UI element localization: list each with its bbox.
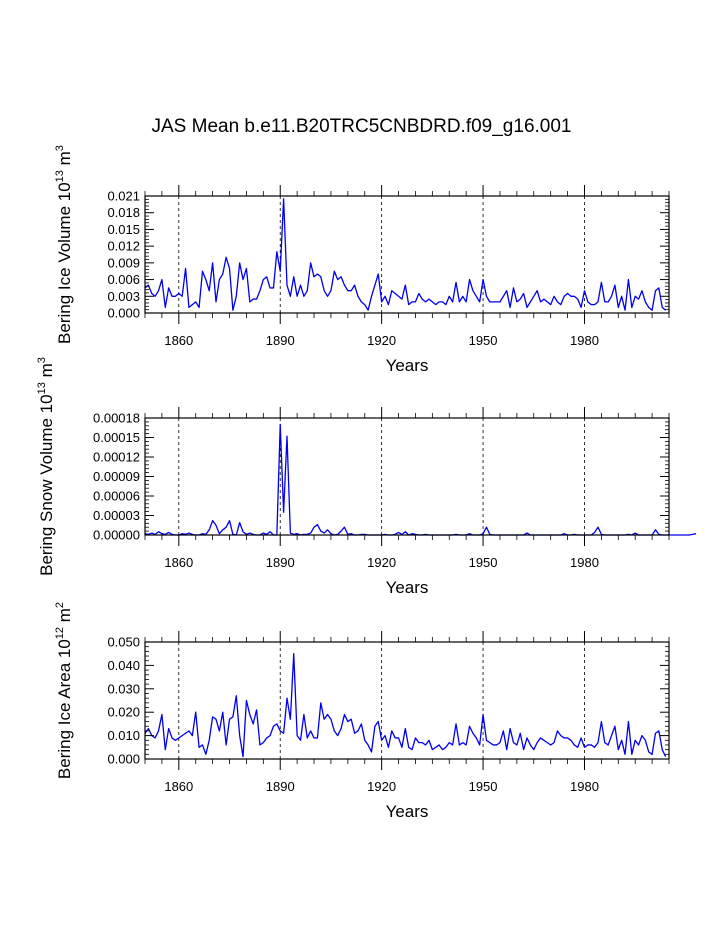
snow-volume-panel: 1860 1890 1920 1950 1980 0.00000 0.00003 0.0000… bbox=[36, 357, 697, 597]
x-tick-label: 1920 bbox=[367, 555, 396, 570]
x-tick-label: 1980 bbox=[570, 333, 599, 348]
y-tick-label: 0.00009 bbox=[93, 469, 140, 484]
snow-volume-series-line bbox=[144, 423, 697, 536]
x-tick-label: 1950 bbox=[469, 333, 498, 348]
x-axis-title: Years bbox=[386, 356, 429, 375]
y-tick-label: 0.00018 bbox=[93, 411, 140, 426]
x-axis-title: Years bbox=[386, 578, 429, 597]
snow-volume-plot-frame bbox=[144, 417, 670, 536]
y-tick-label: 0.000 bbox=[107, 306, 140, 321]
y-tick-label: 0.040 bbox=[107, 658, 140, 673]
y-tick-label: 0.00000 bbox=[93, 528, 140, 543]
x-tick-label: 1980 bbox=[570, 779, 599, 794]
x-tick-label: 1920 bbox=[367, 779, 396, 794]
x-tick-label: 1860 bbox=[164, 779, 193, 794]
x-tick-label: 1920 bbox=[367, 333, 396, 348]
y-tick-label: 0.00003 bbox=[93, 508, 140, 523]
ice-area-panel: 1860 1890 1920 1950 1980 0.000 0.010 0.020 0.030… bbox=[54, 602, 670, 821]
x-tick-label: 1950 bbox=[469, 779, 498, 794]
y-axis-title: Bering Ice Volume 1013 m3 bbox=[54, 145, 74, 344]
y-tick-label: 0.00015 bbox=[93, 430, 140, 445]
y-axis-title: Bering Snow Volume 1013 m3 bbox=[36, 357, 56, 576]
y-tick-label: 0.009 bbox=[107, 255, 140, 270]
ice-volume-plot-frame bbox=[144, 195, 670, 314]
ice-area-series-line bbox=[144, 653, 667, 758]
y-tick-label: 0.003 bbox=[107, 289, 140, 304]
x-tick-label: 1860 bbox=[164, 555, 193, 570]
y-axis-title: Bering Ice Area 1012 m2 bbox=[54, 602, 74, 779]
y-tick-label: 0.000 bbox=[107, 752, 140, 767]
y-tick-label: 0.010 bbox=[107, 728, 140, 743]
y-tick-label: 0.015 bbox=[107, 222, 140, 237]
ice-area-plot-frame bbox=[144, 641, 670, 760]
ice-volume-series-line bbox=[144, 198, 667, 311]
x-axis-title: Years bbox=[386, 802, 429, 821]
x-tick-label: 1980 bbox=[570, 555, 599, 570]
y-tick-label: 0.006 bbox=[107, 272, 140, 287]
y-tick-label: 0.00006 bbox=[93, 489, 140, 504]
page-title: JAS Mean b.e11.B20TRC5CNBDRD.f09_g16.001 bbox=[151, 116, 572, 137]
y-tick-label: 0.050 bbox=[107, 635, 140, 650]
x-tick-label: 1890 bbox=[266, 333, 295, 348]
y-tick-label: 0.021 bbox=[107, 189, 140, 204]
y-tick-label: 0.020 bbox=[107, 705, 140, 720]
y-tick-label: 0.018 bbox=[107, 205, 140, 220]
ice-volume-panel: 1860 1890 1920 1950 1980 0.000 0.003 0.006 0.009… bbox=[54, 145, 670, 375]
x-tick-label: 1890 bbox=[266, 555, 295, 570]
x-tick-label: 1950 bbox=[469, 555, 498, 570]
y-tick-label: 0.012 bbox=[107, 239, 140, 254]
y-tick-label: 0.030 bbox=[107, 681, 140, 696]
x-tick-label: 1890 bbox=[266, 779, 295, 794]
x-tick-label: 1860 bbox=[164, 333, 193, 348]
y-tick-label: 0.00012 bbox=[93, 450, 140, 465]
